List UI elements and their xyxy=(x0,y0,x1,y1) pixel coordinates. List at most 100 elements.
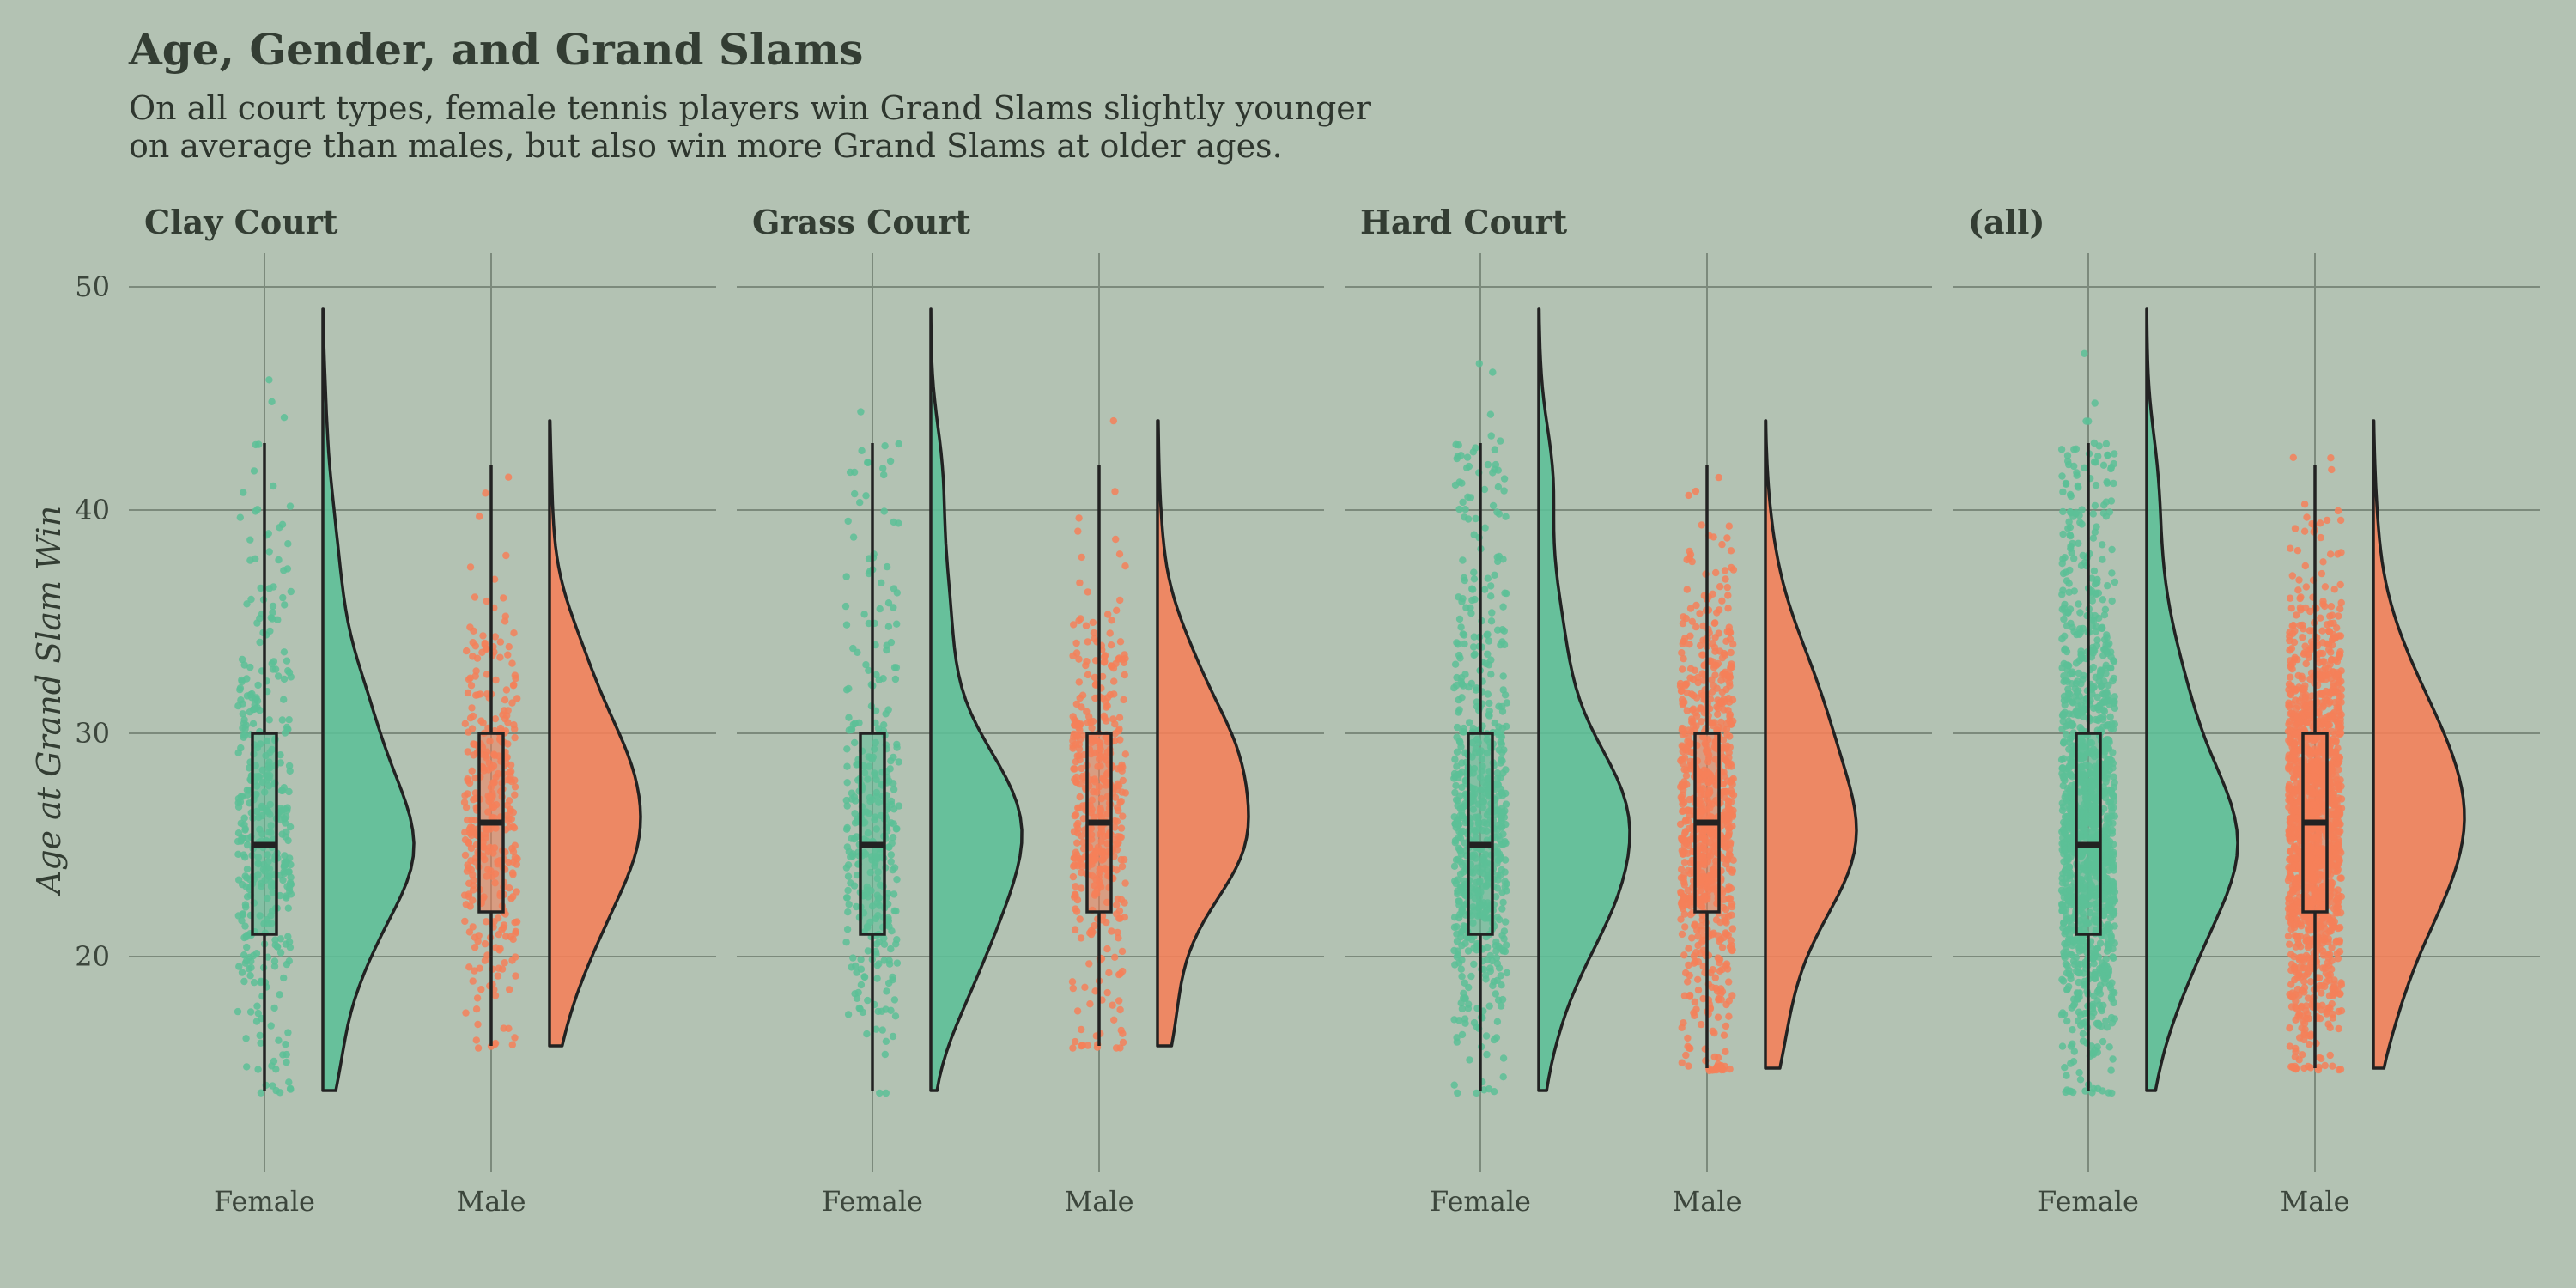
data-point xyxy=(1114,765,1122,773)
data-point xyxy=(1459,630,1467,638)
data-point xyxy=(2109,953,2117,961)
data-point xyxy=(1685,961,1692,969)
data-point xyxy=(1679,782,1686,790)
data-point xyxy=(276,816,284,823)
data-point xyxy=(862,492,870,500)
data-point xyxy=(889,834,897,841)
data-point xyxy=(469,923,477,931)
data-point xyxy=(2099,972,2107,980)
data-point xyxy=(885,957,893,964)
data-point xyxy=(1109,715,1117,723)
data-point xyxy=(283,813,290,821)
data-point xyxy=(464,775,471,783)
data-point xyxy=(2111,812,2118,820)
data-point xyxy=(1678,930,1686,939)
data-point xyxy=(841,602,850,611)
data-point xyxy=(1709,658,1716,665)
data-point xyxy=(2330,976,2338,984)
data-point xyxy=(243,1063,251,1071)
data-point xyxy=(1678,1059,1686,1066)
data-point xyxy=(2299,634,2306,641)
data-point xyxy=(1501,589,1509,597)
data-point xyxy=(858,447,866,454)
data-point xyxy=(1466,1056,1473,1064)
data-point xyxy=(1469,643,1478,651)
data-point xyxy=(2094,1019,2102,1028)
data-point xyxy=(854,648,861,656)
data-point xyxy=(1114,804,1121,811)
data-point xyxy=(1692,601,1700,610)
data-point xyxy=(2334,550,2342,558)
data-point xyxy=(2062,480,2070,488)
data-point xyxy=(881,442,889,450)
data-point xyxy=(252,555,259,562)
data-point xyxy=(2058,764,2066,772)
data-point xyxy=(270,1004,278,1012)
data-point xyxy=(843,843,851,851)
data-point xyxy=(845,726,853,734)
data-point xyxy=(2057,446,2066,453)
data-point xyxy=(1115,655,1122,663)
data-point xyxy=(1502,918,1510,926)
data-point xyxy=(2103,812,2111,820)
data-point xyxy=(2090,683,2098,691)
data-point xyxy=(1076,915,1084,923)
data-point xyxy=(1728,992,1736,999)
data-point xyxy=(502,933,510,940)
data-point xyxy=(1694,933,1702,940)
data-point xyxy=(1085,960,1093,968)
data-point xyxy=(1458,783,1466,792)
data-point xyxy=(1076,579,1084,586)
data-point xyxy=(250,467,258,475)
data-point xyxy=(2065,762,2074,770)
data-point xyxy=(1692,487,1700,495)
data-point xyxy=(243,600,251,608)
data-point xyxy=(2066,490,2075,499)
data-point xyxy=(276,759,284,767)
data-point xyxy=(1113,901,1121,909)
data-point xyxy=(2319,558,2327,566)
y-tick-label-30: 30 xyxy=(75,717,110,750)
data-point xyxy=(1712,916,1721,924)
data-point xyxy=(1498,981,1505,989)
data-point xyxy=(2059,569,2068,578)
data-point xyxy=(465,963,473,971)
data-point xyxy=(510,824,519,832)
data-point xyxy=(1723,583,1732,592)
data-point xyxy=(1467,610,1475,617)
data-point xyxy=(265,548,273,556)
data-point xyxy=(2110,783,2118,792)
data-point xyxy=(1071,854,1078,862)
data-point xyxy=(851,489,859,498)
data-point xyxy=(1456,770,1464,778)
data-point xyxy=(1725,522,1734,530)
data-point xyxy=(2065,580,2073,587)
data-point xyxy=(2059,803,2068,811)
data-point xyxy=(2092,481,2100,489)
data-point xyxy=(239,724,246,732)
data-point xyxy=(2062,1088,2069,1097)
data-point xyxy=(2068,782,2075,790)
data-point xyxy=(2111,704,2119,712)
data-point xyxy=(272,1086,280,1095)
data-point xyxy=(1719,903,1728,912)
data-point xyxy=(2081,1010,2088,1018)
data-point xyxy=(1685,806,1692,814)
data-point xyxy=(286,823,295,831)
data-point xyxy=(1467,935,1476,944)
data-point xyxy=(511,733,519,742)
data-point xyxy=(1482,1032,1491,1040)
data-point xyxy=(2069,753,2076,761)
data-point xyxy=(1472,514,1479,523)
data-point xyxy=(508,869,517,877)
data-point xyxy=(1709,966,1716,974)
data-point xyxy=(851,720,859,727)
data-point xyxy=(1728,720,1735,728)
data-point xyxy=(890,518,898,526)
data-point xyxy=(2104,582,2111,590)
data-point xyxy=(1500,935,1508,943)
data-point xyxy=(495,946,503,954)
data-point xyxy=(1111,823,1119,831)
data-point xyxy=(1493,508,1501,516)
data-point xyxy=(1486,410,1495,418)
